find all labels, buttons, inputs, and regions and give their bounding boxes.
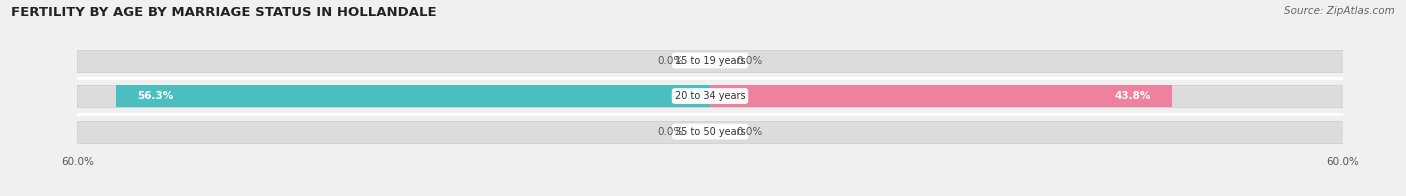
Text: 56.3%: 56.3%: [138, 91, 174, 101]
Text: 35 to 50 years: 35 to 50 years: [675, 127, 745, 137]
Text: 43.8%: 43.8%: [1115, 91, 1152, 101]
Bar: [77, 50, 1343, 72]
Text: 0.0%: 0.0%: [737, 127, 762, 137]
Bar: [710, 85, 1173, 107]
Bar: [77, 121, 1343, 142]
Text: 15 to 19 years: 15 to 19 years: [675, 55, 745, 65]
Text: Source: ZipAtlas.com: Source: ZipAtlas.com: [1284, 6, 1395, 16]
Text: 0.0%: 0.0%: [737, 55, 762, 65]
Text: FERTILITY BY AGE BY MARRIAGE STATUS IN HOLLANDALE: FERTILITY BY AGE BY MARRIAGE STATUS IN H…: [11, 6, 437, 19]
Text: 0.0%: 0.0%: [658, 127, 683, 137]
Text: 20 to 34 years: 20 to 34 years: [675, 91, 745, 101]
Text: 0.0%: 0.0%: [658, 55, 683, 65]
Bar: [117, 85, 710, 107]
Bar: [77, 85, 1343, 107]
